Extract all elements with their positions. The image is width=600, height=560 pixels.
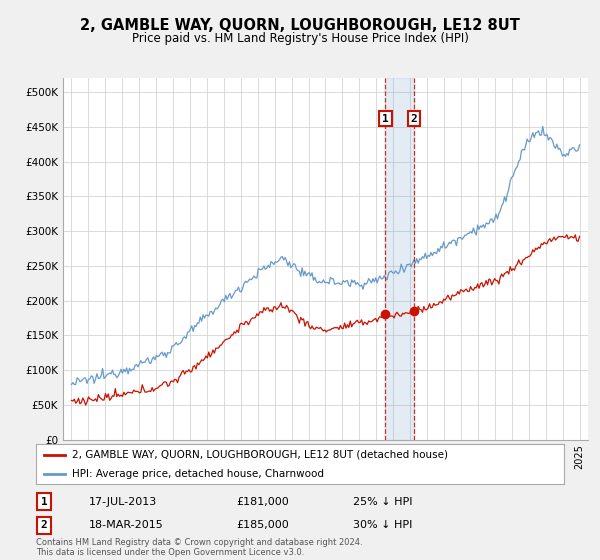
Text: Price paid vs. HM Land Registry's House Price Index (HPI): Price paid vs. HM Land Registry's House …: [131, 32, 469, 45]
Text: 25% ↓ HPI: 25% ↓ HPI: [353, 497, 412, 507]
Bar: [385, 78, 414, 440]
Text: £181,000: £181,000: [236, 497, 289, 507]
Text: 1: 1: [41, 497, 47, 507]
Text: 17-JUL-2013: 17-JUL-2013: [89, 497, 157, 507]
Text: 18-MAR-2015: 18-MAR-2015: [89, 520, 164, 530]
Text: 30% ↓ HPI: 30% ↓ HPI: [353, 520, 412, 530]
Text: 2, GAMBLE WAY, QUORN, LOUGHBOROUGH, LE12 8UT (detached house): 2, GAMBLE WAY, QUORN, LOUGHBOROUGH, LE12…: [72, 450, 448, 460]
Text: Contains HM Land Registry data © Crown copyright and database right 2024.
This d: Contains HM Land Registry data © Crown c…: [36, 538, 362, 557]
Text: £185,000: £185,000: [236, 520, 289, 530]
Text: 2, GAMBLE WAY, QUORN, LOUGHBOROUGH, LE12 8UT: 2, GAMBLE WAY, QUORN, LOUGHBOROUGH, LE12…: [80, 18, 520, 33]
Text: 2: 2: [41, 520, 47, 530]
Text: HPI: Average price, detached house, Charnwood: HPI: Average price, detached house, Char…: [72, 469, 324, 478]
Text: 1: 1: [382, 114, 389, 124]
Text: 2: 2: [410, 114, 417, 124]
